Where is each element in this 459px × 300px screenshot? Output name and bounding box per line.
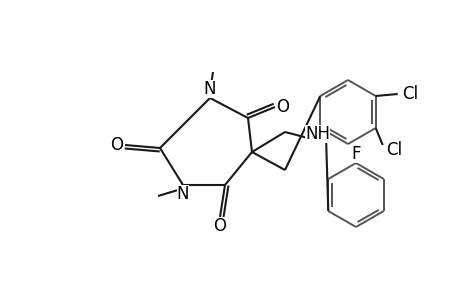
Text: NH: NH [305,125,330,143]
Text: N: N [203,80,216,98]
Text: Cl: Cl [385,141,401,159]
Text: O: O [276,98,289,116]
Text: O: O [213,217,226,235]
Text: F: F [351,145,360,163]
Text: N: N [176,185,189,203]
Text: Cl: Cl [401,85,417,103]
Text: O: O [110,136,123,154]
